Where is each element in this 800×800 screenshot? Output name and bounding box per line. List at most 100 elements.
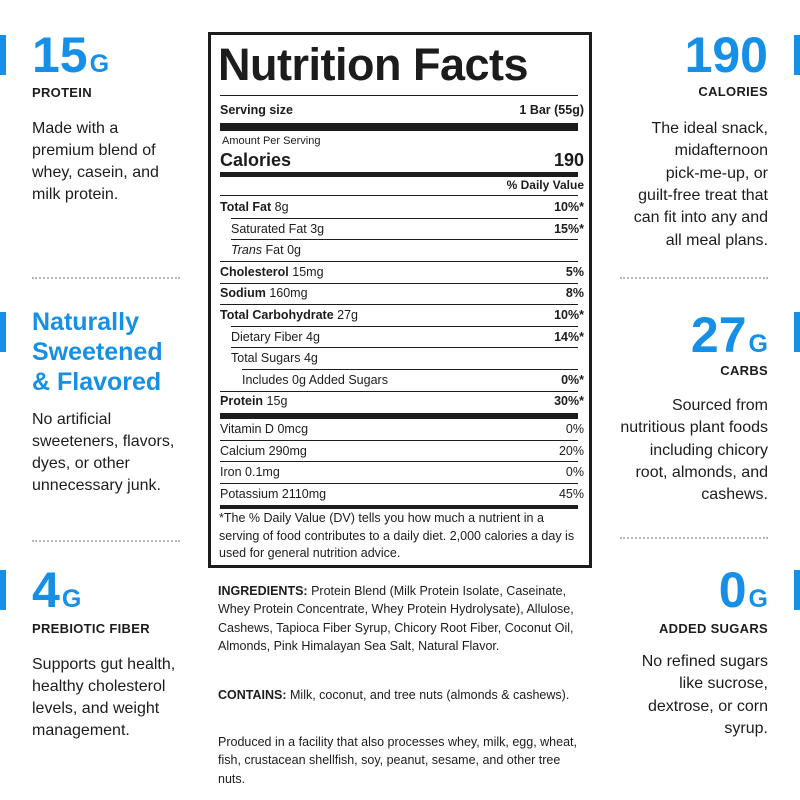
nutrient-row: Includes 0g Added Sugars xyxy=(242,371,388,389)
divider xyxy=(620,537,768,539)
accent-bar xyxy=(0,312,6,352)
feature-description: root, almonds, and xyxy=(635,462,768,484)
serving-size: 1 Bar (55g) xyxy=(519,103,584,117)
rule xyxy=(220,172,578,177)
description-line: unnecessary junk. xyxy=(32,477,161,494)
nutrient-amount: 2110mg xyxy=(281,486,327,501)
description-line: can fit into any and xyxy=(633,209,768,227)
nutrient-amount: 3g xyxy=(310,221,325,236)
nutrient-amount: 4g xyxy=(303,351,318,366)
nutrient-dv: 10%* xyxy=(554,308,584,322)
accent-bar xyxy=(794,35,800,75)
nutrient-name: Calcium xyxy=(220,443,266,458)
description-line: sweeteners, flavors, xyxy=(32,433,175,450)
feature-description: pick-me-up, or xyxy=(666,163,768,185)
rule xyxy=(220,261,578,262)
description-line: syrup. xyxy=(724,719,768,737)
nutrient-row: Total Fat 8g xyxy=(220,198,289,216)
nutrient-dv: 14%* xyxy=(554,329,584,344)
feature-description: milk protein. xyxy=(32,184,118,206)
feature-description: unnecessary junk. xyxy=(32,475,161,497)
rule xyxy=(220,95,578,96)
nutrient-amount: 0g xyxy=(287,243,301,258)
nutrient-name: Fat xyxy=(265,243,284,258)
divider xyxy=(620,277,768,279)
feature-unit: G xyxy=(748,330,768,358)
description-line: midafternoon xyxy=(674,142,768,160)
nutrient-amount: 160mg xyxy=(269,286,308,301)
nutrient-dv-cell: 10%* xyxy=(554,198,584,216)
rule xyxy=(242,369,578,370)
nutrient-row: Dietary Fiber 4g xyxy=(231,328,320,346)
feature-description: sweeteners, flavors, xyxy=(32,431,174,453)
nutrient-dv-cell: 10%* xyxy=(554,306,584,324)
description-line: The ideal snack, xyxy=(651,120,768,137)
description-line: root, almonds, and xyxy=(635,463,768,481)
nutrient-dv: 10%* xyxy=(554,200,584,214)
heading-line: Naturally xyxy=(32,308,139,336)
title: Nutrition Facts xyxy=(218,39,529,90)
feature-description: midafternoon xyxy=(675,140,768,162)
nutrient-dv: 0% xyxy=(565,422,584,436)
feature-description: Supports gut health, xyxy=(32,654,175,676)
label-text: ADDED SUGARS xyxy=(658,621,768,636)
label-text: PROTEIN xyxy=(32,85,92,100)
amount-per-serving: Amount Per Serving xyxy=(222,135,321,147)
nutrient-row: Protein 15g xyxy=(220,392,287,410)
ingredients-paragraph: CONTAINS: Milk, coconut, and tree nuts (… xyxy=(218,686,590,704)
dv-header: % Daily Value xyxy=(506,178,584,192)
nutrient-name: Total Fat xyxy=(220,200,272,214)
feature-description: whey, casein, and xyxy=(32,162,159,184)
feature-heading: Naturally xyxy=(32,307,139,337)
nutrient-row: Trans Fat 0g xyxy=(231,241,301,259)
nutrient-amount: 0mcg xyxy=(277,422,309,436)
calories-row: Calories xyxy=(220,149,291,171)
amount-row: Amount Per Serving xyxy=(222,134,320,148)
label-text: PREBIOTIC FIBER xyxy=(32,621,150,636)
feature-description: management. xyxy=(32,720,130,742)
label-title: Nutrition Facts xyxy=(218,39,529,90)
nutrient-row: Vitamin D 0mcg xyxy=(220,420,308,438)
feature-description: The ideal snack, xyxy=(651,118,768,140)
serving-label: Serving size xyxy=(220,103,293,117)
feature-label: PROTEIN xyxy=(32,84,92,102)
nutrient-name: Iron xyxy=(220,465,242,480)
dv-header-row: % Daily Value xyxy=(507,177,584,193)
feature-description: Made with a xyxy=(32,118,118,140)
nutrient-dv: 15%* xyxy=(554,221,584,236)
nutrient-dv-cell: 30%* xyxy=(554,392,584,410)
nutrition-label: Nutrition Facts Serving size 1 Bar (55g) Am… xyxy=(208,32,592,568)
rule xyxy=(231,325,578,327)
description-line: whey, casein, and xyxy=(32,164,159,181)
rule xyxy=(220,123,578,131)
feature-description: syrup. xyxy=(724,718,768,740)
nutrient-dv-cell: 20% xyxy=(559,442,584,460)
nutrient-dv-cell: 15%* xyxy=(554,220,584,238)
feature-label: ADDED SUGARS xyxy=(659,620,768,638)
nutrient-name: Potassium xyxy=(220,486,279,501)
heading-line: Sweetened xyxy=(32,338,163,366)
feature-heading: Sweetened xyxy=(32,337,163,367)
nutrient-name: Cholesterol xyxy=(220,264,289,279)
nutrient-name: Total Sugars xyxy=(231,351,301,366)
nutrient-dv-cell: 14%* xyxy=(554,328,584,346)
description-line: all meal plans. xyxy=(665,231,768,249)
nutrient-dv: 0% xyxy=(565,465,584,480)
ingredients-paragraph: Produced in a facility that also process… xyxy=(218,733,590,788)
nutrient-row: Sodium 160mg xyxy=(220,284,308,302)
feature-number: 15G xyxy=(32,27,109,96)
feature-description: including chicory xyxy=(650,440,768,462)
description-line: nutritious plant foods xyxy=(620,419,768,437)
serving-row: Serving size xyxy=(220,101,293,119)
feature-description: dyes, or other xyxy=(32,453,130,475)
description-line: levels, and weight xyxy=(32,700,160,717)
nutrient-row: Cholesterol 15mg xyxy=(220,263,324,281)
nutrient-name: Saturated Fat xyxy=(231,221,307,236)
serving-value: 1 Bar (55g) xyxy=(519,101,584,119)
feature-amount: 0 xyxy=(718,562,747,618)
rule xyxy=(220,413,578,419)
rule xyxy=(220,195,578,196)
accent-bar xyxy=(0,570,6,610)
feature-description: healthy cholesterol xyxy=(32,676,165,698)
paragraph-heading: INGREDIENTS: xyxy=(218,584,308,598)
